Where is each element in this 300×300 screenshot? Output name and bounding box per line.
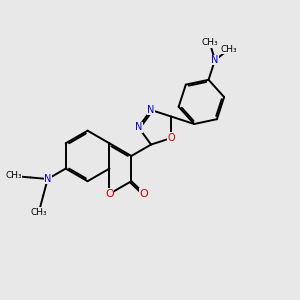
- Text: N: N: [211, 55, 219, 65]
- Text: N: N: [44, 174, 51, 184]
- Text: CH₃: CH₃: [5, 172, 22, 181]
- Text: N: N: [135, 122, 142, 132]
- Text: O: O: [105, 189, 114, 199]
- Text: CH₃: CH₃: [202, 38, 218, 47]
- Text: O: O: [140, 189, 148, 199]
- Text: CH₃: CH₃: [31, 208, 47, 217]
- Text: O: O: [168, 133, 175, 143]
- Text: N: N: [147, 105, 155, 115]
- Text: CH₃: CH₃: [221, 45, 238, 54]
